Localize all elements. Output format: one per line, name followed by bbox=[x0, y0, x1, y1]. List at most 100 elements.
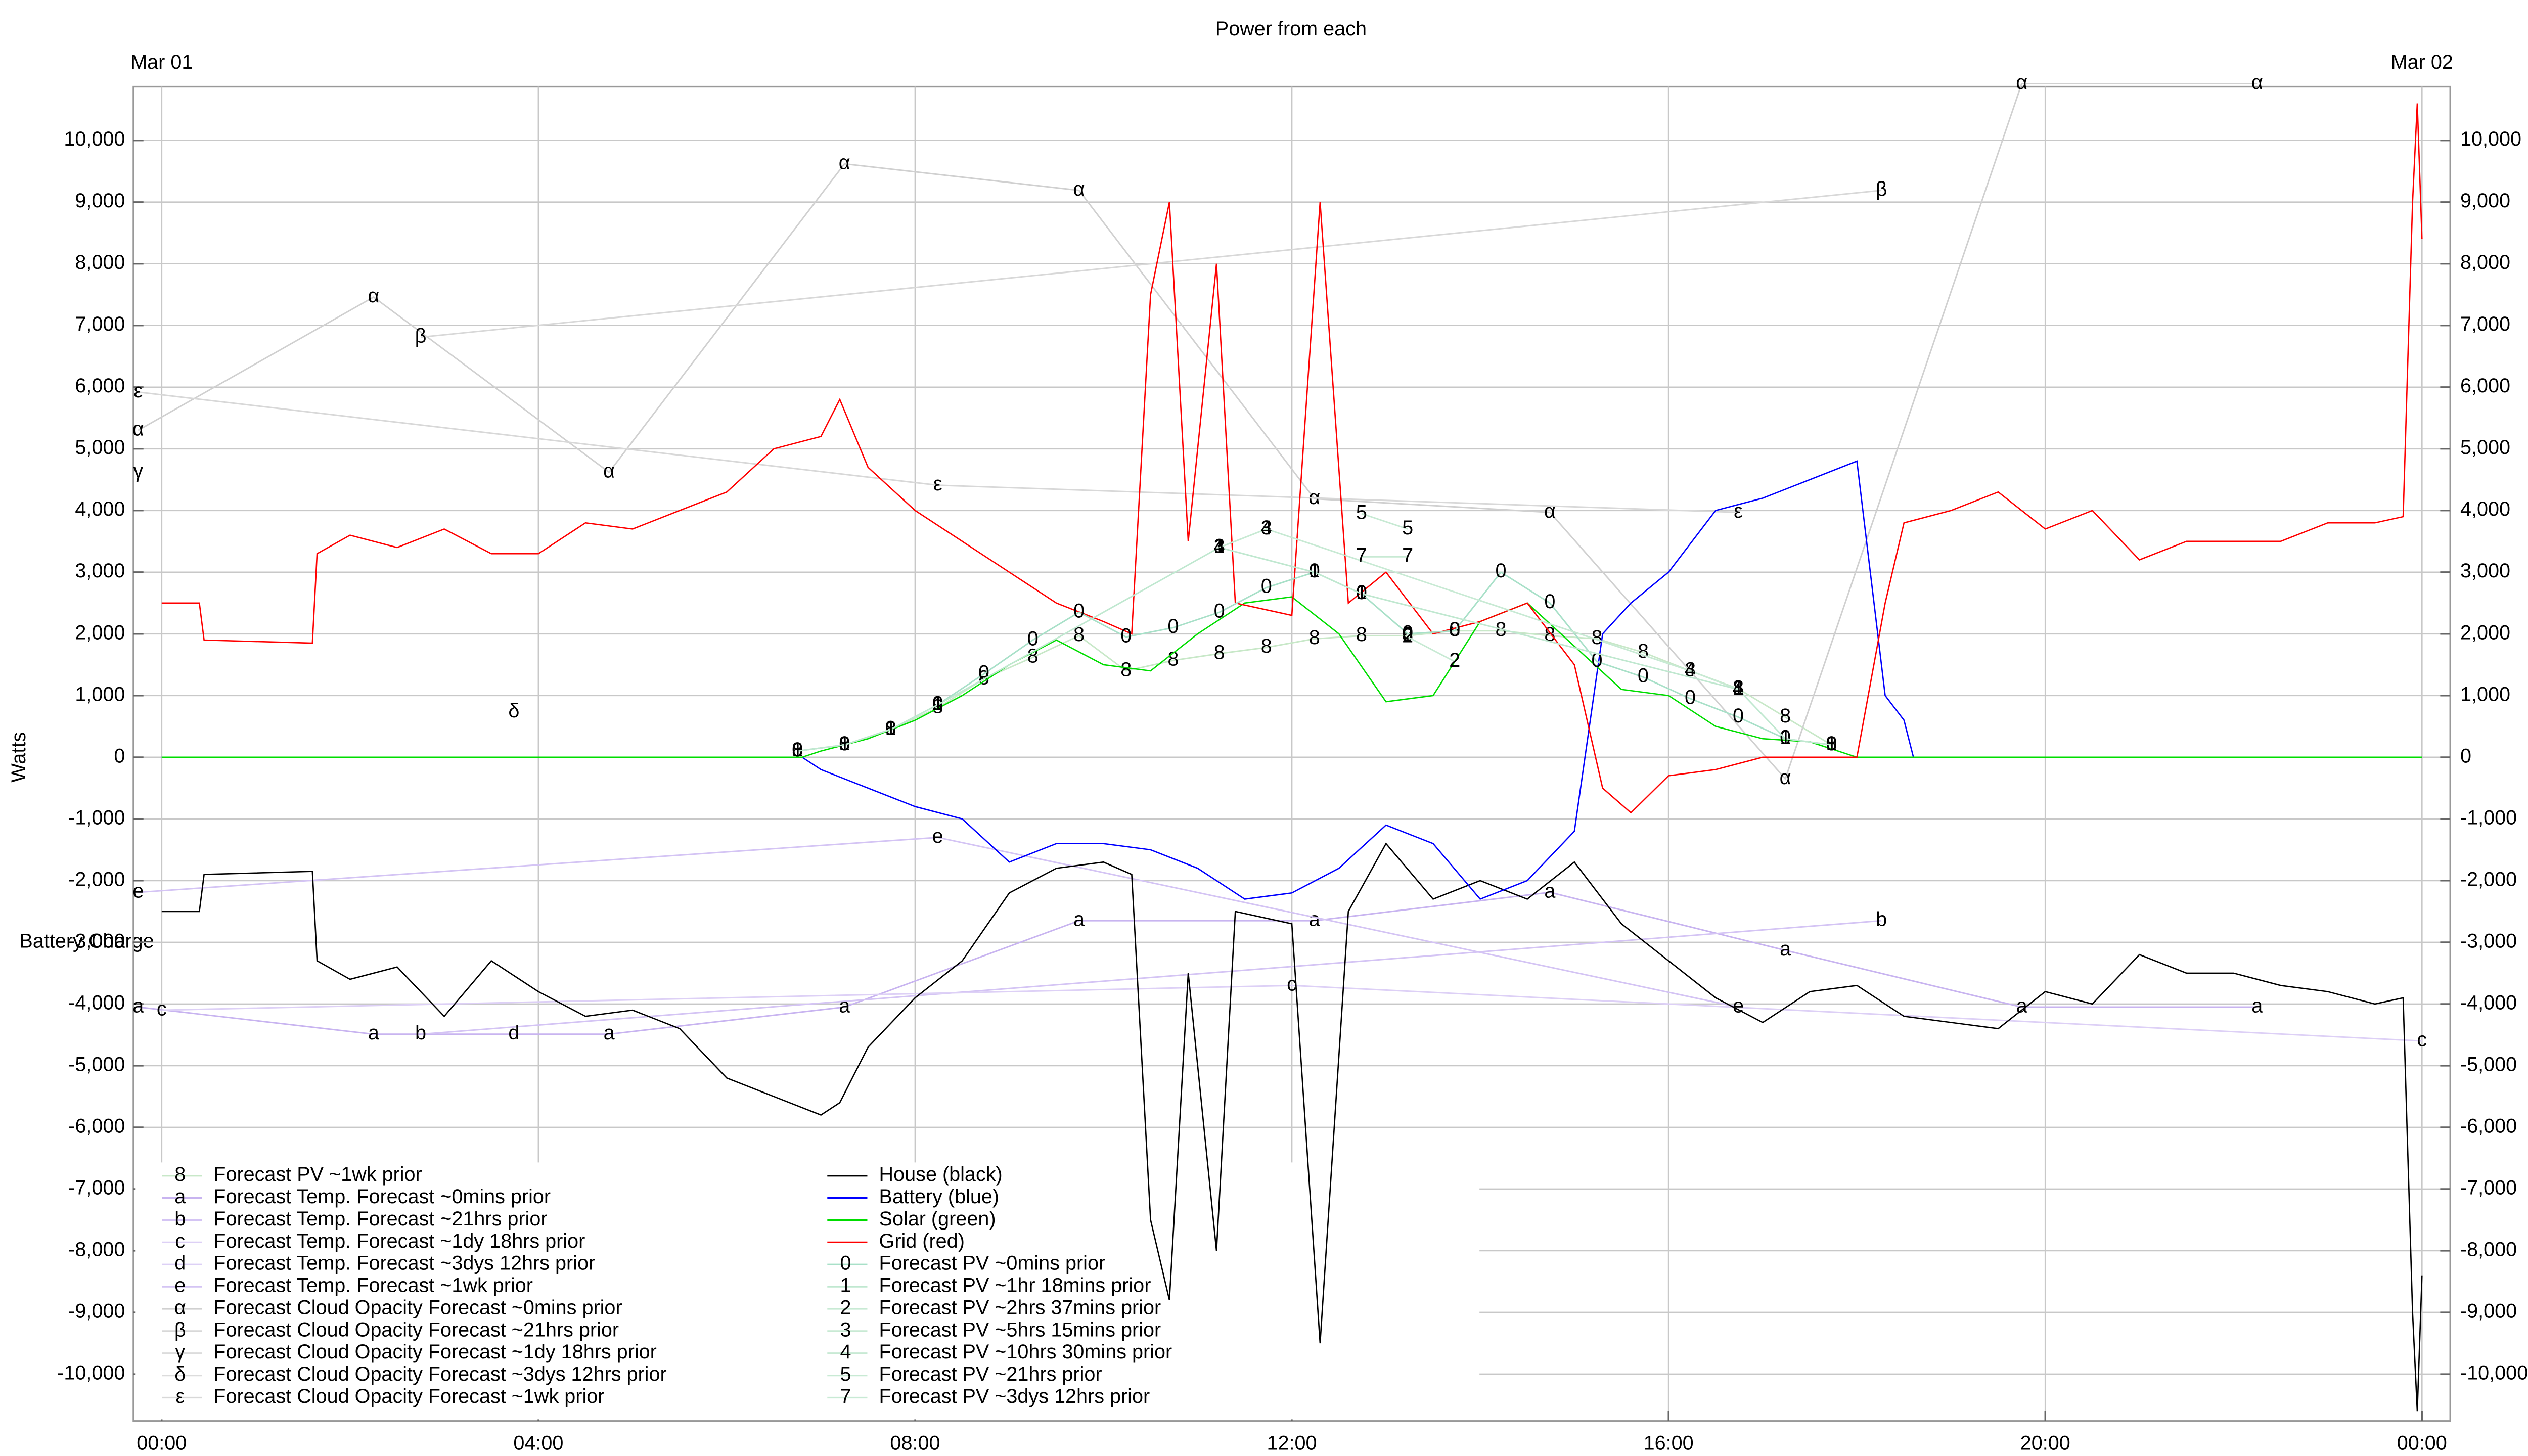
legend-symbol: 4 bbox=[840, 1341, 851, 1363]
point-symbol: 0 bbox=[1073, 600, 1085, 622]
legend-label: Forecast PV ~2hrs 37mins prior bbox=[879, 1296, 1161, 1318]
legend-symbol: 0 bbox=[840, 1252, 851, 1275]
point-symbol: β bbox=[415, 325, 427, 347]
point-symbol: 0 bbox=[1733, 705, 1744, 727]
point-symbol: 0 bbox=[932, 693, 943, 715]
point-symbol: a bbox=[1309, 908, 1321, 931]
point-symbol: 0 bbox=[1496, 560, 1507, 582]
point-symbol: 8 bbox=[1167, 648, 1179, 670]
point-symbol: 1 bbox=[885, 717, 896, 739]
point-symbol: 0 bbox=[1027, 627, 1039, 650]
point-symbol: 8 bbox=[1261, 635, 1272, 657]
legend-symbol: δ bbox=[174, 1363, 186, 1385]
point-symbol: a bbox=[839, 994, 850, 1017]
series-line bbox=[797, 547, 1832, 752]
legend-symbol: b bbox=[174, 1208, 186, 1230]
point-symbol: b bbox=[1876, 908, 1887, 931]
series-line bbox=[420, 190, 1882, 338]
legend-label: Forecast Cloud Opacity Forecast ~0mins p… bbox=[213, 1296, 622, 1318]
point-symbol: 0 bbox=[1309, 560, 1320, 582]
y-tick-label: 6,000 bbox=[75, 375, 125, 397]
series-line bbox=[161, 842, 2423, 1412]
x-tick-label: 08:00 bbox=[890, 1432, 940, 1454]
y2-tick-label: 0 bbox=[2460, 745, 2471, 767]
series-line bbox=[161, 103, 2423, 814]
series-line bbox=[161, 596, 2422, 758]
point-symbol: α bbox=[839, 152, 850, 174]
y-tick-label: 8,000 bbox=[75, 251, 125, 274]
point-symbol: ε bbox=[933, 473, 942, 495]
y2-tick-label: -1,000 bbox=[2460, 806, 2517, 829]
point-symbol: a bbox=[132, 994, 144, 1017]
legend-label: Forecast Cloud Opacity Forecast ~21hrs p… bbox=[213, 1318, 619, 1341]
legend-label: Forecast Cloud Opacity Forecast ~1wk pri… bbox=[213, 1385, 604, 1407]
legend-label: Forecast PV ~0mins prior bbox=[879, 1252, 1106, 1275]
point-symbol: e bbox=[132, 880, 144, 902]
series-line bbox=[161, 984, 2422, 1042]
y-tick-label: -2,000 bbox=[68, 868, 125, 890]
legend-symbol: c bbox=[175, 1230, 185, 1252]
series-line bbox=[797, 630, 1832, 752]
legend-label: Forecast Temp. Forecast ~0mins prior bbox=[213, 1186, 551, 1208]
point-symbol: 8 bbox=[1449, 618, 1460, 641]
point-symbol: 4 bbox=[1261, 517, 1272, 539]
legend-label: Grid (red) bbox=[879, 1230, 965, 1252]
y2-tick-label: 10,000 bbox=[2460, 128, 2521, 150]
point-symbol: 4 bbox=[1214, 535, 1225, 557]
point-symbol: a bbox=[2016, 994, 2028, 1017]
legend-box bbox=[135, 1162, 1480, 1420]
point-symbol: 0 bbox=[1544, 590, 1555, 613]
y2-tick-label: -3,000 bbox=[2460, 930, 2517, 952]
y-tick-label: -6,000 bbox=[68, 1115, 125, 1137]
y2-tick-label: -10,000 bbox=[2460, 1361, 2528, 1384]
point-symbol: 7 bbox=[1402, 544, 1413, 567]
point-symbol: 1 bbox=[1309, 560, 1320, 582]
point-symbol: 8 bbox=[792, 739, 803, 761]
x-tick-label: 00:00 bbox=[137, 1432, 187, 1454]
point-symbol: α bbox=[368, 285, 379, 307]
point-symbol: 4 bbox=[1685, 658, 1696, 680]
legend-label: Forecast PV ~10hrs 30mins prior bbox=[879, 1341, 1172, 1363]
series-line bbox=[138, 891, 2258, 1035]
legend-label: Forecast Cloud Opacity Forecast ~1dy 18h… bbox=[213, 1341, 657, 1363]
legend-symbol: 5 bbox=[840, 1363, 851, 1385]
point-symbol: e bbox=[1733, 994, 1744, 1017]
y-tick-label: -9,000 bbox=[68, 1300, 125, 1322]
point-symbol: c bbox=[157, 998, 167, 1020]
point-symbol: 0 bbox=[1214, 600, 1225, 622]
legend-label: Forecast PV ~21hrs prior bbox=[879, 1363, 1102, 1385]
point-symbol: 0 bbox=[839, 733, 850, 755]
point-symbol: 1 bbox=[1826, 733, 1837, 755]
point-symbol: α bbox=[132, 418, 144, 440]
legend-symbol: 1 bbox=[840, 1275, 851, 1297]
legend-symbol: 7 bbox=[840, 1385, 851, 1407]
y-tick-label: 2,000 bbox=[75, 621, 125, 644]
y2-tick-label: -4,000 bbox=[2460, 991, 2517, 1014]
y2-tick-label: -8,000 bbox=[2460, 1238, 2517, 1260]
point-symbol: α bbox=[603, 460, 615, 482]
legend-label: Forecast PV ~1hr 18mins prior bbox=[879, 1275, 1151, 1297]
legend-symbol: α bbox=[174, 1296, 186, 1318]
legend-label: Solar (green) bbox=[879, 1208, 996, 1230]
y-tick-label: -7,000 bbox=[68, 1176, 125, 1199]
series-line bbox=[138, 836, 1739, 1008]
x-tick-label: 04:00 bbox=[513, 1432, 563, 1454]
y-axis-label: Watts bbox=[8, 732, 30, 783]
series-line bbox=[420, 920, 1882, 1035]
point-symbol: 0 bbox=[1356, 581, 1367, 604]
legend-symbol: 2 bbox=[840, 1296, 851, 1318]
point-symbol: β bbox=[1876, 178, 1887, 200]
y2-tick-label: -9,000 bbox=[2460, 1300, 2517, 1322]
point-symbol: 1 bbox=[932, 693, 943, 715]
point-symbol: 0 bbox=[1261, 575, 1272, 598]
x-tick-label: 12:00 bbox=[1267, 1432, 1317, 1454]
y2-tick-label: -6,000 bbox=[2460, 1115, 2517, 1137]
y2-tick-label: -7,000 bbox=[2460, 1176, 2517, 1199]
legend-symbol: β bbox=[174, 1318, 186, 1341]
y-tick-label: 3,000 bbox=[75, 560, 125, 582]
point-symbol: 5 bbox=[1356, 501, 1367, 523]
point-symbol: α bbox=[2016, 71, 2027, 94]
legend-symbol: d bbox=[174, 1252, 186, 1275]
date-label: Mar 01 bbox=[130, 51, 193, 73]
